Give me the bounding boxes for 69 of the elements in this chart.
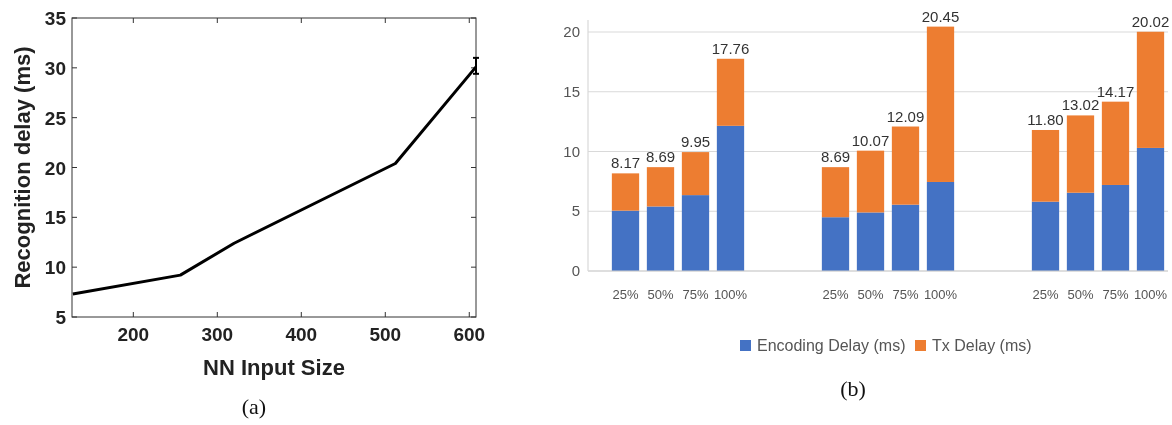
y-tick-label: 5 — [571, 202, 580, 220]
legend-label: Tx Delay (ms) — [932, 337, 1032, 354]
legend-label: Encoding Delay (ms) — [757, 337, 906, 354]
bar — [611, 210, 640, 271]
bar — [1101, 184, 1130, 271]
y-tick-label: 15 — [44, 207, 67, 229]
x-tick-label: 500 — [369, 324, 402, 345]
total-label: 8.69 — [645, 148, 676, 166]
bar — [821, 167, 850, 218]
bar — [1136, 147, 1165, 271]
bar — [681, 195, 710, 271]
total-label: 9.95 — [680, 133, 711, 151]
x-tick-label: 75% — [682, 287, 709, 302]
bar — [1031, 129, 1060, 202]
x-tick-label: 600 — [453, 324, 486, 345]
text: (b) — [840, 376, 866, 401]
bar — [1066, 115, 1095, 193]
bar — [1136, 31, 1165, 148]
total-label: 8.17 — [610, 154, 641, 172]
x-tick-label: 100% — [1133, 287, 1168, 302]
x-tick-label: 25% — [612, 287, 639, 302]
bar — [891, 126, 920, 205]
y-tick-label: 10 — [44, 257, 66, 279]
bar — [611, 173, 640, 211]
bar — [646, 167, 675, 207]
y-tick-label: 30 — [44, 57, 66, 79]
x-tick-label: 300 — [201, 324, 234, 345]
x-tick-label: 100% — [923, 287, 958, 302]
y-tick-label: 35 — [44, 8, 67, 29]
x-tick-label: 100% — [713, 287, 748, 302]
total-label: 17.76 — [711, 39, 750, 57]
x-tick-label: 200 — [117, 324, 150, 345]
bar — [716, 58, 745, 126]
x-tick-label: 50% — [1067, 287, 1094, 302]
x-tick-label: 400 — [285, 324, 318, 345]
bar — [1031, 201, 1060, 271]
bar — [856, 212, 885, 271]
y-tick-label: 20 — [563, 23, 580, 40]
y-tick-label: 25 — [44, 107, 67, 129]
total-label: 8.69 — [820, 148, 851, 166]
y-tick-label: 20 — [44, 157, 66, 179]
text: (a) — [241, 394, 267, 419]
total-label: 20.02 — [1131, 12, 1170, 30]
bar — [716, 125, 745, 271]
bar — [891, 204, 920, 271]
bar — [821, 217, 850, 271]
bar — [1101, 101, 1130, 185]
bar — [926, 181, 955, 271]
total-label: 20.45 — [921, 7, 960, 25]
x-tick-label: 75% — [1102, 287, 1129, 302]
y-tick-label: 5 — [55, 307, 67, 328]
x-tick-label: 50% — [647, 287, 674, 302]
bar — [681, 152, 710, 196]
bar — [926, 26, 955, 182]
bar — [856, 150, 885, 213]
x-tick-label: 25% — [1032, 287, 1059, 302]
x-tick-label: 50% — [857, 287, 884, 302]
x-tick-label: 75% — [892, 287, 919, 302]
total-label: 11.80 — [1027, 110, 1064, 128]
total-label: 10.07 — [851, 131, 890, 149]
y-tick-label: 15 — [563, 82, 580, 100]
total-label: 12.09 — [886, 107, 925, 125]
x-axis-title: NN Input Size — [203, 355, 345, 380]
y-tick-label: 0 — [571, 262, 580, 279]
y-axis-title: Recognition delay (ms) — [10, 46, 35, 289]
y-tick-label: 10 — [563, 142, 580, 160]
bar — [646, 206, 675, 271]
x-tick-label: 25% — [822, 287, 849, 302]
bar — [1066, 192, 1095, 271]
